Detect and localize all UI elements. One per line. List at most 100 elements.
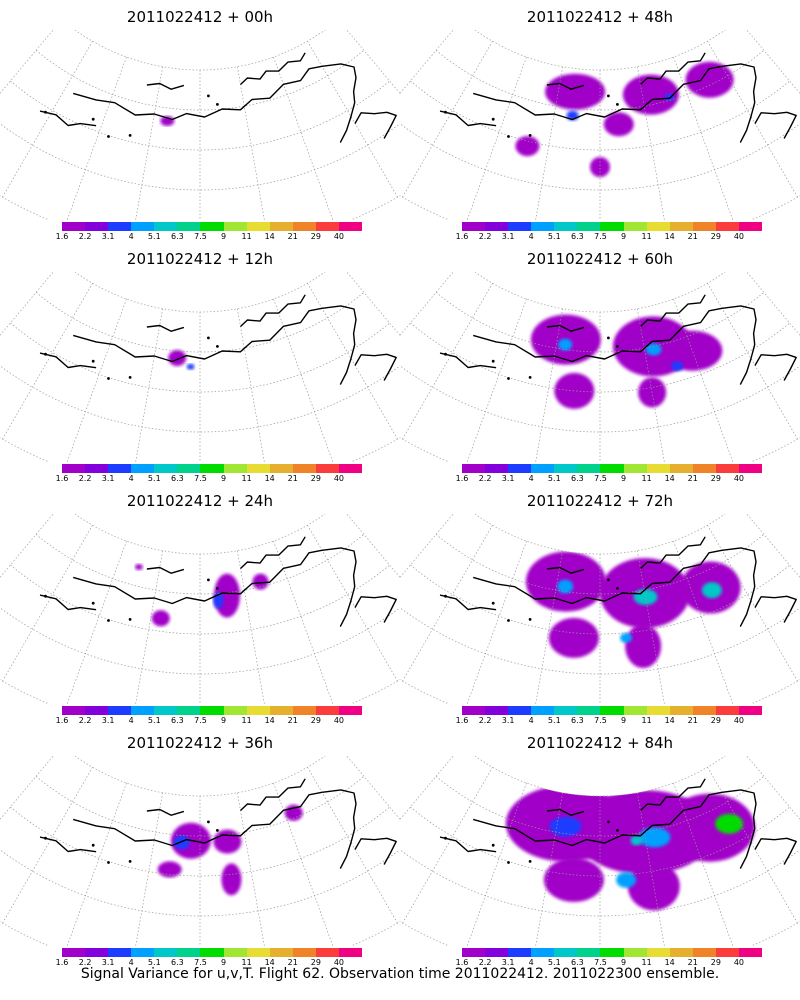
coastline xyxy=(640,778,706,812)
island xyxy=(444,836,447,840)
colorbar-swatch xyxy=(738,464,763,473)
island xyxy=(107,619,110,622)
colorbar-tick-label: 1.6 xyxy=(55,474,69,483)
colorbar-swatch xyxy=(600,464,624,473)
colorbar-swatch xyxy=(669,706,693,715)
signal-variance-blob xyxy=(638,827,671,848)
signal-variance-blob xyxy=(173,835,190,850)
colorbar-swatch xyxy=(246,222,270,231)
signal-variance-blob xyxy=(213,829,242,854)
meridian-line xyxy=(131,550,164,704)
colorbar-tick-label: 21 xyxy=(687,474,698,483)
colorbar-swatch xyxy=(485,464,509,473)
colorbar-legend: 1.6 2.2 3.1 4 5.1 6.3 7.5 9 11 14 21 29 40 xyxy=(456,222,763,246)
colorbar-swatch xyxy=(600,948,624,957)
colorbar-labels: 1.6 2.2 3.1 4 5.1 6.3 7.5 9 11 14 21 29 40 xyxy=(56,957,362,969)
coastline xyxy=(439,836,497,853)
colorbar-tick-label: 40 xyxy=(333,958,345,967)
colorbar-swatch xyxy=(292,948,316,957)
colorbar-swatch xyxy=(154,948,178,957)
signal-variance-blob xyxy=(252,573,269,590)
domain-outline xyxy=(400,30,800,220)
colorbar-swatch xyxy=(177,706,201,715)
colorbar-swatch xyxy=(315,706,339,715)
colorbar-swatch xyxy=(738,706,763,715)
colorbar-tick-label: 29 xyxy=(710,474,721,483)
colorbar-tick-label: 40 xyxy=(733,958,745,967)
island xyxy=(607,578,610,582)
colorbar-tick-label: 29 xyxy=(310,716,321,725)
colorbar-swatch xyxy=(623,464,647,473)
meridian-line xyxy=(236,550,269,704)
colorbar-swatch xyxy=(531,222,555,231)
map-svg xyxy=(400,756,800,946)
colorbar-swatch xyxy=(600,706,624,715)
colorbar-swatch xyxy=(292,464,316,473)
colorbar-tick-label: 1.6 xyxy=(455,958,469,967)
colorbar-tick-label: 29 xyxy=(310,232,321,241)
colorbar-swatch xyxy=(554,464,578,473)
colorbar-swatch xyxy=(531,948,555,957)
island xyxy=(128,618,132,621)
meridian-line xyxy=(273,298,336,462)
island xyxy=(491,601,495,605)
island xyxy=(128,376,132,379)
colorbar-tick-label: 40 xyxy=(733,232,745,241)
colorbar-labels: 1.6 2.2 3.1 4 5.1 6.3 7.5 9 11 14 21 29 40 xyxy=(456,715,762,727)
colorbar-tick-label: 11 xyxy=(241,474,252,483)
colorbar-swatch xyxy=(108,222,132,231)
coastline xyxy=(640,52,706,86)
coastline xyxy=(546,324,585,332)
colorbar-swatches xyxy=(62,464,363,473)
colorbar-tick-label: 2.2 xyxy=(78,716,92,725)
island xyxy=(507,377,510,380)
meridian-line xyxy=(273,56,336,220)
colorbar-swatch xyxy=(462,464,486,473)
island xyxy=(607,94,610,98)
island xyxy=(207,336,210,340)
colorbar-tick-label: 6.3 xyxy=(571,474,584,483)
colorbar-swatch xyxy=(223,706,247,715)
colorbar-labels: 1.6 2.2 3.1 4 5.1 6.3 7.5 9 11 14 21 29 40 xyxy=(456,957,762,969)
colorbar-swatch xyxy=(692,464,716,473)
colorbar-swatch xyxy=(715,706,739,715)
signal-variance-blob xyxy=(620,632,633,643)
colorbar-swatch xyxy=(485,948,509,957)
island xyxy=(491,843,495,847)
colorbar-tick-label: 9 xyxy=(220,958,227,967)
meridian-line xyxy=(707,283,798,440)
meridian-line xyxy=(402,283,493,440)
colorbar-swatch xyxy=(646,464,670,473)
colorbar-swatch xyxy=(577,948,601,957)
signal-variance-blob xyxy=(548,617,599,658)
latitude-line xyxy=(0,111,400,191)
panel-title: 2011022412 + 12h xyxy=(126,250,274,268)
coastline xyxy=(354,111,397,139)
meridian-line xyxy=(273,782,336,946)
colorbar-swatch xyxy=(315,464,339,473)
map-svg xyxy=(400,272,800,462)
colorbar-tick-label: 2.2 xyxy=(478,958,492,967)
signal-variance-blob xyxy=(549,816,582,837)
panel-title: 2011022412 + 84h xyxy=(526,734,674,752)
colorbar-tick-label: 5.1 xyxy=(547,474,561,483)
meridian-line xyxy=(464,56,527,220)
signal-variance-blob xyxy=(645,343,662,356)
map-svg xyxy=(0,514,400,704)
colorbar-swatch xyxy=(131,464,155,473)
colorbar-swatch xyxy=(269,948,293,957)
colorbar-swatch xyxy=(623,948,647,957)
colorbar-tick-label: 1.6 xyxy=(55,716,69,725)
colorbar-tick-label: 40 xyxy=(333,232,345,241)
island xyxy=(491,117,495,121)
colorbar-swatch xyxy=(85,464,109,473)
signal-variance-blob xyxy=(616,871,637,888)
figure-caption: Signal Variance for u,v,T. Flight 62. Ob… xyxy=(80,966,720,982)
colorbar-tick-label: 21 xyxy=(287,958,298,967)
colorbar-swatch xyxy=(485,222,509,231)
coastline xyxy=(73,305,357,385)
meridian-line xyxy=(131,66,164,220)
signal-variance-blob xyxy=(157,861,182,878)
colorbar-tick-label: 4 xyxy=(528,232,534,241)
meridian-line xyxy=(2,283,93,440)
